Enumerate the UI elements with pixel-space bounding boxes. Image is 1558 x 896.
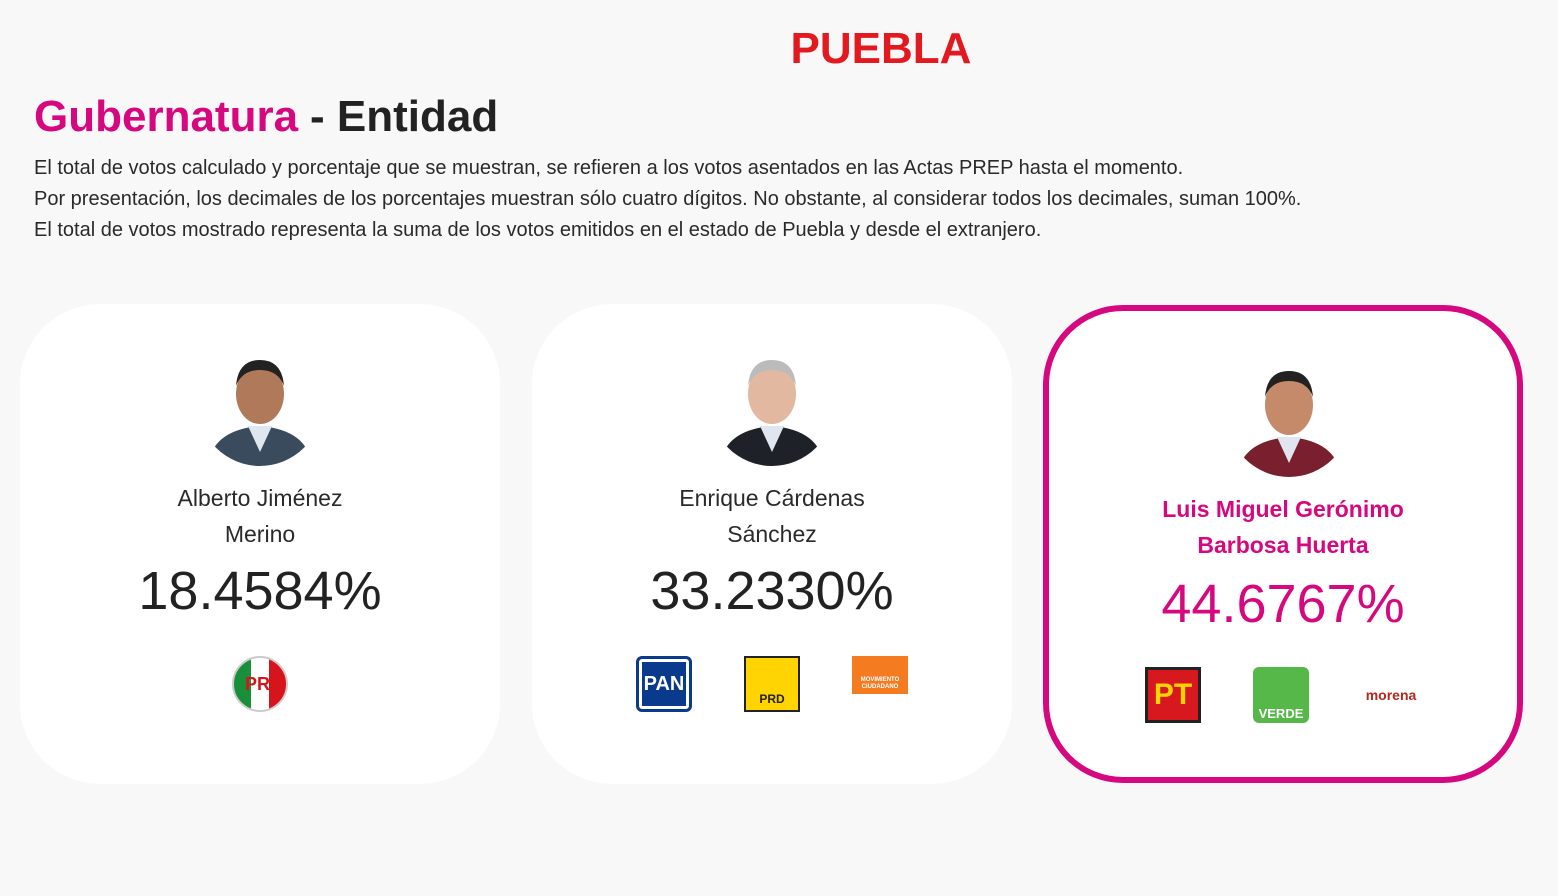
- name-line: Merino: [224, 521, 296, 547]
- photo-art: [198, 342, 322, 466]
- title-rest: - Entidad: [310, 92, 499, 141]
- note-line: Por presentación, los decimales de los p…: [34, 188, 1302, 210]
- candidate-card: Alberto Jiménez Merino 18.4584% PRI: [20, 304, 500, 784]
- notes: El total de votos calculado y porcentaje…: [34, 153, 1301, 246]
- candidate-percent: 44.6767%: [1161, 574, 1405, 634]
- note-line: El total de votos mostrado representa la…: [34, 219, 1042, 241]
- photo-art: [710, 342, 834, 466]
- name-line: Alberto Jiménez: [177, 485, 343, 511]
- party-logos: PT VERDE morena: [1049, 667, 1517, 723]
- candidate-photo: [1227, 353, 1351, 477]
- title-highlight: Gubernatura: [34, 92, 299, 141]
- note-line: El total de votos calculado y porcentaje…: [34, 157, 1184, 179]
- candidate-card: Luis Miguel Gerónimo Barbosa Huerta 44.676…: [1043, 305, 1523, 783]
- party-logo: morena: [1365, 687, 1417, 703]
- candidate-photo: [198, 342, 322, 466]
- section-title: Gubernatura - Entidad: [34, 92, 498, 142]
- name-line: Barbosa Huerta: [1197, 532, 1369, 558]
- party-logo: MOVIMIENTO CIUDADANO: [852, 656, 908, 694]
- state-title: PUEBLA: [790, 24, 972, 73]
- candidate-card: Enrique Cárdenas Sánchez 33.2330% PAN PRD MOV…: [532, 304, 1012, 784]
- party-logo: PRI: [232, 656, 288, 712]
- candidate-name: Luis Miguel Gerónimo Barbosa Huerta: [1049, 491, 1517, 563]
- party-logo: VERDE: [1253, 667, 1309, 723]
- party-logo: PRD: [744, 656, 800, 712]
- candidate-percent: 33.2330%: [650, 561, 894, 621]
- name-line: Luis Miguel Gerónimo: [1162, 496, 1404, 522]
- party-logo: PT: [1145, 667, 1201, 723]
- party-logo: PAN: [636, 656, 692, 712]
- candidate-percent: 18.4584%: [138, 561, 382, 621]
- candidate-photo: [710, 342, 834, 466]
- photo-art: [1227, 353, 1351, 477]
- party-logos: PRI: [20, 656, 500, 712]
- name-line: Sánchez: [727, 521, 817, 547]
- candidate-name: Alberto Jiménez Merino: [20, 480, 500, 552]
- party-logos: PAN PRD MOVIMIENTO CIUDADANO: [532, 656, 1012, 712]
- candidate-name: Enrique Cárdenas Sánchez: [532, 480, 1012, 552]
- name-line: Enrique Cárdenas: [679, 485, 865, 511]
